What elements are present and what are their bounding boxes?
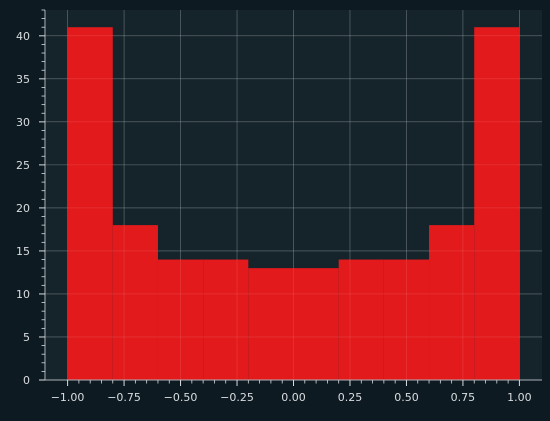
histogram-bar-1 <box>112 225 158 380</box>
histogram-bar-2 <box>157 259 204 380</box>
histogram-bar-9 <box>474 27 520 381</box>
y-tick-label-3: 15 <box>16 245 30 258</box>
y-tick-label-7: 35 <box>16 73 30 86</box>
histogram-bar-6 <box>338 259 384 380</box>
histogram-bar-8 <box>429 225 475 380</box>
histogram-bar-0 <box>67 27 113 381</box>
histogram-bar-4 <box>248 268 294 380</box>
x-tick-label-8: 1.00 <box>507 391 532 404</box>
y-tick-label-5: 25 <box>16 159 30 172</box>
x-tick-label-0: −1.00 <box>51 391 85 404</box>
x-tick-label-1: −0.75 <box>107 391 141 404</box>
histogram-bar-7 <box>383 259 430 380</box>
axes: −1.00 −0.75 −0.50 −0.25 0.00 0.25 0.50 0.75 1.00… <box>16 9 542 404</box>
y-tick-label-0: 0 <box>23 374 30 387</box>
histogram-bar-3 <box>203 259 249 380</box>
x-tick-label-7: 0.75 <box>451 391 476 404</box>
histogram-bar-5 <box>293 268 339 380</box>
y-tick-label-8: 40 <box>16 30 30 43</box>
x-tick-label-3: −0.25 <box>220 391 254 404</box>
y-tick-label-2: 10 <box>16 288 30 301</box>
y-tick-label-4: 20 <box>16 202 30 215</box>
y-tick-label-1: 5 <box>23 331 30 344</box>
x-tick-label-5: 0.25 <box>338 391 363 404</box>
y-tick-label-6: 30 <box>16 116 30 129</box>
x-tick-label-6: 0.50 <box>394 391 419 404</box>
x-tick-label-4: 0.00 <box>281 391 306 404</box>
x-tick-label-2: −0.50 <box>164 391 198 404</box>
histogram-bars <box>67 27 520 381</box>
